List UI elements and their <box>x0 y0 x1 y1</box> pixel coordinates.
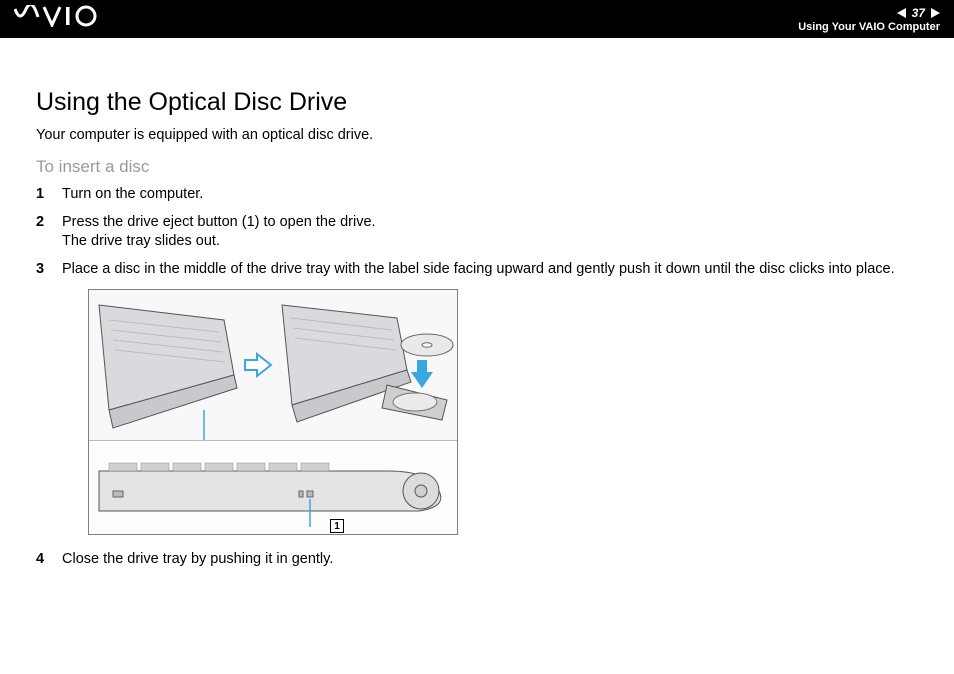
arrow-right-icon <box>243 350 273 380</box>
page-title: Using the Optical Disc Drive <box>36 88 918 117</box>
intro-text: Your computer is equipped with an optica… <box>36 127 918 143</box>
subhead: To insert a disc <box>36 157 918 177</box>
figure: 1 <box>88 289 918 542</box>
vaio-logo-svg <box>14 5 100 27</box>
step-item: Close the drive tray by pushing it in ge… <box>36 550 918 570</box>
step-text: Turn on the computer. <box>62 186 203 202</box>
step-item: Press the drive eject button (1) to open… <box>36 213 918 252</box>
page-number: 37 <box>912 6 925 20</box>
step-text: Close the drive tray by pushing it in ge… <box>62 551 333 567</box>
figure-bottom-side-view: 1 <box>89 440 457 534</box>
page-nav: 37 <box>897 6 940 20</box>
step-text: Place a disc in the middle of the drive … <box>62 261 895 277</box>
laptop-open-tray-illustration <box>277 290 457 440</box>
header-bar: 37 Using Your VAIO Computer <box>0 0 954 38</box>
callout-label: 1 <box>330 519 344 533</box>
laptop-closed-illustration <box>89 290 239 440</box>
steps-list: Turn on the computer. Press the drive ej… <box>36 185 918 569</box>
header-right: 37 Using Your VAIO Computer <box>798 6 940 33</box>
vaio-logo <box>14 5 100 33</box>
step-text: Press the drive eject button (1) to open… <box>62 214 376 250</box>
laptop-side-view-illustration <box>89 441 457 535</box>
prev-page-arrow-icon[interactable] <box>897 8 906 18</box>
step-item: Place a disc in the middle of the drive … <box>36 260 918 542</box>
next-page-arrow-icon[interactable] <box>931 8 940 18</box>
section-name: Using Your VAIO Computer <box>798 21 940 33</box>
figure-top-row <box>89 290 457 440</box>
figure-box: 1 <box>88 289 458 535</box>
step-item: Turn on the computer. <box>36 185 918 205</box>
page-content: Using the Optical Disc Drive Your comput… <box>0 38 954 569</box>
